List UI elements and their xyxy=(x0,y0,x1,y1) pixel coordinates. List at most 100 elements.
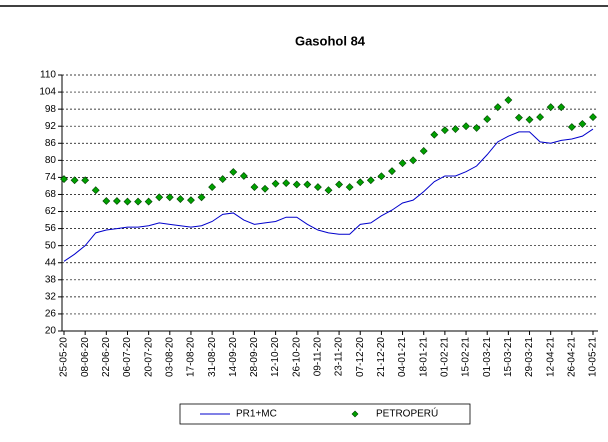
marker xyxy=(197,193,206,202)
marker xyxy=(134,197,142,206)
marker xyxy=(123,197,132,206)
marker xyxy=(567,123,576,131)
marker xyxy=(102,197,111,205)
marker xyxy=(112,197,121,205)
marker xyxy=(250,183,259,191)
marker xyxy=(366,176,375,185)
x-tick-label: 23-11-20 xyxy=(334,337,345,377)
marker xyxy=(409,156,418,165)
x-tick-label: 01-03-21 xyxy=(482,337,493,377)
x-tick-label: 12-04-21 xyxy=(545,337,556,377)
y-tick-label: 92 xyxy=(45,121,57,132)
y-tick-label: 44 xyxy=(45,257,57,268)
y-tick-label: 110 xyxy=(40,70,56,81)
marker xyxy=(515,113,523,122)
line xyxy=(63,128,594,262)
x-tick-label: 28-09-20 xyxy=(249,337,260,377)
marker xyxy=(335,180,344,189)
marker xyxy=(261,184,269,193)
marker xyxy=(155,193,164,202)
x-tick-label: 15-03-21 xyxy=(503,337,514,377)
x-tick-label: 15-02-21 xyxy=(461,337,472,377)
marker xyxy=(271,179,280,188)
y-tick-label: 38 xyxy=(45,274,57,285)
x-tick-label: 20-07-20 xyxy=(143,337,154,377)
marker xyxy=(451,125,460,133)
y-tick-label: 50 xyxy=(45,240,57,251)
marker xyxy=(483,115,492,124)
chart-title: Gasohol 84 xyxy=(295,33,366,48)
x-tick-label: 04-01-21 xyxy=(397,337,408,377)
marker xyxy=(462,122,470,131)
x-tick-label: 10-05-21 xyxy=(588,337,599,377)
marker xyxy=(324,186,333,195)
marker xyxy=(525,115,534,124)
legend-label: PETROPERÚ xyxy=(376,407,438,420)
marker xyxy=(144,197,153,206)
marker xyxy=(493,103,502,112)
marker xyxy=(187,196,195,205)
marker xyxy=(536,113,545,122)
x-tick-label: 17-08-20 xyxy=(186,337,197,377)
marker xyxy=(430,130,439,139)
marker xyxy=(239,172,248,180)
x-tick-label: 22-06-20 xyxy=(101,337,112,377)
marker xyxy=(546,103,555,112)
x-tick-label: 29-03-21 xyxy=(524,337,535,377)
y-tick-label: 74 xyxy=(45,172,57,183)
x-tick-label: 08-06-20 xyxy=(80,337,91,377)
x-tick-label: 14-09-20 xyxy=(228,337,239,377)
x-tick-label: 18-01-21 xyxy=(418,337,429,377)
legend-box xyxy=(179,403,471,425)
marker xyxy=(557,103,566,112)
marker xyxy=(176,195,185,203)
marker xyxy=(388,167,396,176)
marker xyxy=(440,126,449,135)
marker xyxy=(218,175,227,184)
x-tick-label: 31-08-20 xyxy=(207,337,218,377)
y-tick-label: 98 xyxy=(45,104,57,115)
x-tick-label: 01-02-21 xyxy=(440,337,451,377)
y-tick-label: 104 xyxy=(39,87,56,98)
marker xyxy=(60,175,68,184)
marker xyxy=(345,183,354,191)
marker xyxy=(398,159,407,168)
marker xyxy=(282,179,291,188)
marker xyxy=(578,120,587,128)
marker xyxy=(292,180,301,189)
marker xyxy=(229,168,238,176)
marker xyxy=(303,180,312,189)
y-tick-label: 20 xyxy=(45,326,57,337)
legend-marker xyxy=(351,410,359,418)
y-tick-label: 32 xyxy=(45,292,57,303)
x-tick-label: 21-12-20 xyxy=(376,337,387,377)
marker xyxy=(165,193,174,202)
y-tick-label: 86 xyxy=(45,138,57,149)
marker xyxy=(419,147,428,155)
marker xyxy=(70,176,79,185)
marker xyxy=(356,178,365,187)
y-tick-label: 56 xyxy=(45,223,57,234)
marker xyxy=(472,123,481,132)
marker xyxy=(81,176,90,185)
y-tick-label: 26 xyxy=(45,309,57,320)
marker xyxy=(313,183,322,191)
y-tick-label: 80 xyxy=(45,155,57,166)
marker xyxy=(589,113,597,122)
marker xyxy=(208,183,217,191)
x-tick-label: 06-07-20 xyxy=(122,337,133,377)
y-tick-label: 68 xyxy=(45,189,57,200)
x-tick-label: 07-12-20 xyxy=(355,337,366,377)
x-tick-label: 26-10-20 xyxy=(291,337,302,377)
marker xyxy=(377,172,386,181)
x-tick-label: 25-05-20 xyxy=(59,337,70,377)
x-tick-label: 12-10-20 xyxy=(270,337,281,377)
marker xyxy=(91,186,100,195)
x-tick-label: 26-04-21 xyxy=(566,337,577,377)
x-tick-label: 03-08-20 xyxy=(164,337,175,377)
y-tick-label: 62 xyxy=(45,206,57,217)
x-tick-label: 09-11-20 xyxy=(313,337,324,377)
marker xyxy=(504,96,513,104)
legend-label: PR1+MC xyxy=(236,409,277,420)
